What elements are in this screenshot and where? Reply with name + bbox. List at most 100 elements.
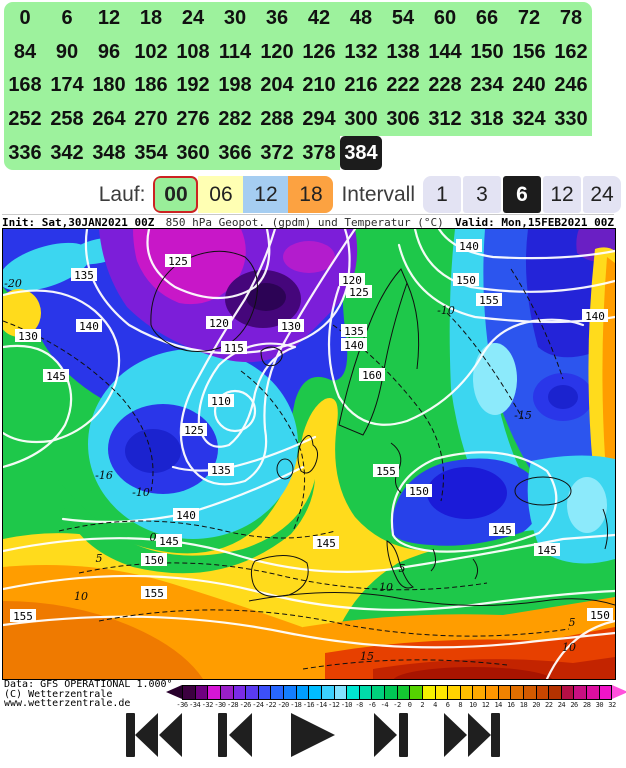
- forecast-hour-18[interactable]: 18: [130, 2, 172, 36]
- geopotential-label-130: 130: [278, 319, 304, 333]
- forecast-hour-204[interactable]: 204: [256, 69, 298, 103]
- forecast-hour-168[interactable]: 168: [4, 69, 46, 103]
- forecast-hour-48[interactable]: 48: [340, 2, 382, 36]
- forecast-hour-312[interactable]: 312: [424, 102, 466, 137]
- geopotential-label-135: 135: [71, 268, 97, 282]
- forecast-hour-138[interactable]: 138: [382, 35, 424, 70]
- geopotential-label-140: 140: [341, 338, 367, 352]
- forecast-hour-282[interactable]: 282: [214, 102, 256, 137]
- skip-to-end-button[interactable]: [444, 712, 500, 758]
- forecast-hour-222[interactable]: 222: [382, 69, 424, 103]
- skip-to-start-button[interactable]: [126, 712, 182, 758]
- forecast-hour-42[interactable]: 42: [298, 2, 340, 36]
- forecast-hour-348[interactable]: 348: [88, 136, 130, 170]
- forecast-hour-294[interactable]: 294: [298, 102, 340, 137]
- colorbar-tick-12: 12: [481, 701, 490, 709]
- forecast-hour-318[interactable]: 318: [466, 102, 508, 137]
- forecast-hour-30[interactable]: 30: [214, 2, 256, 36]
- svg-text:145: 145: [492, 524, 512, 537]
- colorbar-segment-27: [522, 686, 536, 699]
- forecast-hour-162[interactable]: 162: [550, 35, 592, 70]
- colorbar-left-arrow: [166, 685, 182, 699]
- step-back-button[interactable]: [218, 712, 254, 758]
- colorbar-segment-7: [270, 686, 283, 699]
- forecast-hour-234[interactable]: 234: [466, 69, 508, 103]
- colorbar-tick--6: -6: [367, 701, 376, 709]
- forecast-hour-108[interactable]: 108: [172, 35, 214, 70]
- forecast-hour-384[interactable]: 384: [340, 136, 382, 170]
- intervall-option-1[interactable]: 1: [423, 176, 461, 213]
- forecast-hour-84[interactable]: 84: [4, 35, 46, 70]
- forecast-hour-180[interactable]: 180: [88, 69, 130, 103]
- forecast-hour-366[interactable]: 366: [214, 136, 256, 170]
- geopotential-label-155: 155: [476, 293, 502, 307]
- forecast-hour-306[interactable]: 306: [382, 102, 424, 137]
- forecast-hour-90[interactable]: 90: [46, 35, 88, 70]
- forecast-hour-216[interactable]: 216: [340, 69, 382, 103]
- forecast-hour-186[interactable]: 186: [130, 69, 172, 103]
- forecast-hour-12[interactable]: 12: [88, 2, 130, 36]
- forecast-hour-210[interactable]: 210: [298, 69, 340, 103]
- forecast-hour-54[interactable]: 54: [382, 2, 424, 36]
- forecast-hour-270[interactable]: 270: [130, 102, 172, 137]
- forecast-hour-102[interactable]: 102: [130, 35, 172, 70]
- forecast-hour-228[interactable]: 228: [424, 69, 466, 103]
- forecast-hour-36[interactable]: 36: [256, 2, 298, 36]
- intervall-option-6[interactable]: 6: [503, 176, 541, 213]
- intervall-label: Intervall: [341, 182, 415, 206]
- lauf-option-00[interactable]: 00: [153, 176, 199, 213]
- colorbar-segment-8: [283, 686, 296, 699]
- data-source-label: Data: GFS OPERATIONAL 1.000°: [4, 679, 173, 690]
- forecast-hour-96[interactable]: 96: [88, 35, 130, 70]
- forecast-hour-360[interactable]: 360: [172, 136, 214, 170]
- forecast-hour-240[interactable]: 240: [508, 69, 550, 103]
- forecast-hour-6[interactable]: 6: [46, 2, 88, 36]
- lauf-label: Lauf:: [98, 182, 146, 206]
- forecast-hour-264[interactable]: 264: [88, 102, 130, 137]
- forecast-hour-120[interactable]: 120: [256, 35, 298, 70]
- svg-text:125: 125: [349, 286, 369, 299]
- lauf-option-06[interactable]: 06: [198, 176, 244, 213]
- forecast-hour-378[interactable]: 378: [298, 136, 340, 170]
- forecast-hour-174[interactable]: 174: [46, 69, 88, 103]
- forecast-hour-372[interactable]: 372: [256, 136, 298, 170]
- lauf-option-18[interactable]: 18: [288, 176, 334, 213]
- colorbar-tick-22: 22: [545, 701, 553, 709]
- forecast-hour-126[interactable]: 126: [298, 35, 340, 70]
- colorbar-tick-32: 32: [608, 701, 616, 709]
- forecast-hour-288[interactable]: 288: [256, 102, 298, 137]
- forecast-hour-78[interactable]: 78: [550, 2, 592, 36]
- forecast-hour-66[interactable]: 66: [466, 2, 508, 36]
- geopotential-label-145: 145: [489, 523, 515, 537]
- forecast-hour-276[interactable]: 276: [172, 102, 214, 137]
- forecast-hour-156[interactable]: 156: [508, 35, 550, 70]
- forecast-hour-246[interactable]: 246: [550, 69, 592, 103]
- colorbar-tick--16: -16: [302, 701, 315, 709]
- intervall-option-12[interactable]: 12: [543, 176, 581, 213]
- forecast-hour-72[interactable]: 72: [508, 2, 550, 36]
- forecast-hour-150[interactable]: 150: [466, 35, 508, 70]
- forecast-hour-144[interactable]: 144: [424, 35, 466, 70]
- forecast-hour-0[interactable]: 0: [4, 2, 46, 36]
- lauf-option-12[interactable]: 12: [243, 176, 289, 213]
- step-forward-button[interactable]: [372, 712, 408, 758]
- forecast-hour-198[interactable]: 198: [214, 69, 256, 103]
- forecast-hour-336[interactable]: 336: [4, 136, 46, 170]
- forecast-hour-252[interactable]: 252: [4, 102, 46, 137]
- forecast-hour-330[interactable]: 330: [550, 102, 592, 137]
- intervall-option-24[interactable]: 24: [583, 176, 621, 213]
- forecast-hour-24[interactable]: 24: [172, 2, 214, 36]
- geopotential-label-130: 130: [15, 329, 41, 343]
- colorbar-segment-12: [333, 686, 347, 699]
- play-button[interactable]: [290, 712, 336, 758]
- forecast-hour-300[interactable]: 300: [340, 102, 382, 137]
- forecast-hour-342[interactable]: 342: [46, 136, 88, 170]
- forecast-hour-192[interactable]: 192: [172, 69, 214, 103]
- forecast-hour-354[interactable]: 354: [130, 136, 172, 170]
- forecast-hour-114[interactable]: 114: [214, 35, 256, 70]
- forecast-hour-60[interactable]: 60: [424, 2, 466, 36]
- intervall-option-3[interactable]: 3: [463, 176, 501, 213]
- forecast-hour-258[interactable]: 258: [46, 102, 88, 137]
- forecast-hour-132[interactable]: 132: [340, 35, 382, 70]
- forecast-hour-324[interactable]: 324: [508, 102, 550, 137]
